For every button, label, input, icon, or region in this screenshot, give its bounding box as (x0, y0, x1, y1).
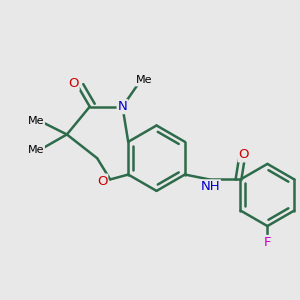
Text: O: O (68, 77, 79, 90)
Text: N: N (118, 100, 128, 113)
Text: Me: Me (28, 145, 44, 155)
Text: F: F (264, 236, 271, 249)
Text: Me: Me (136, 76, 152, 85)
Text: O: O (97, 175, 107, 188)
Text: NH: NH (200, 180, 220, 193)
Text: Me: Me (28, 116, 44, 126)
Text: O: O (238, 148, 249, 161)
